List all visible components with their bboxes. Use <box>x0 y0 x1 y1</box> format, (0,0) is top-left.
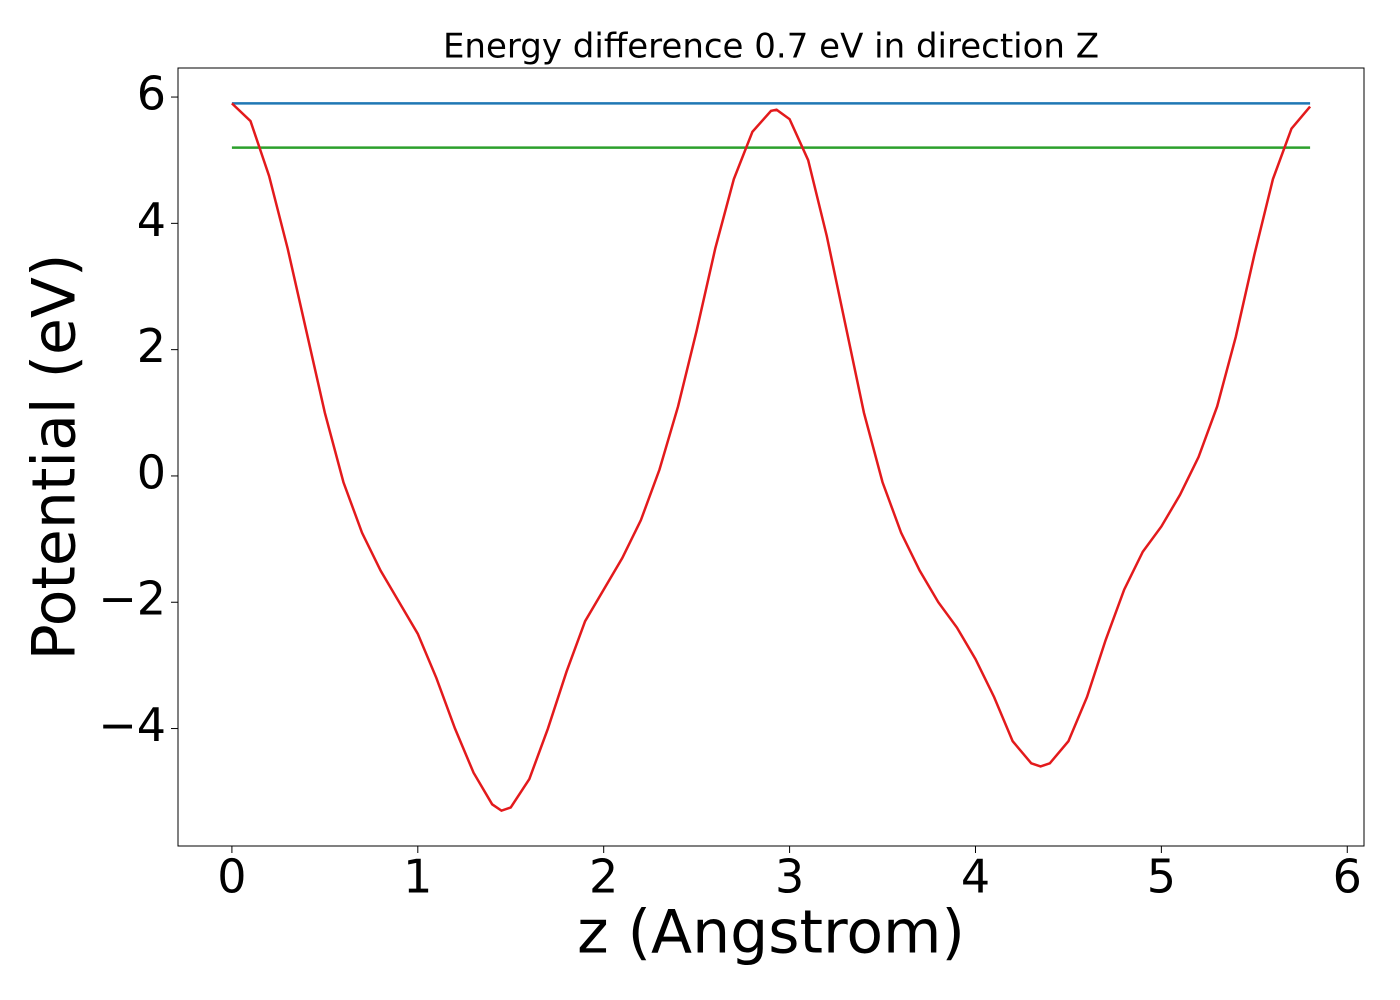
y-tick-label: 4 <box>137 193 166 247</box>
x-axis-label: z (Angstrom) <box>577 898 965 968</box>
plot-frame <box>177 67 1365 847</box>
x-tick-label: 3 <box>775 850 804 904</box>
y-tick-label: −4 <box>98 698 166 752</box>
y-tick-label: 2 <box>137 319 166 373</box>
y-tick-label: 6 <box>137 67 166 121</box>
x-tick-label: 5 <box>1147 850 1176 904</box>
x-tick-label: 1 <box>403 850 432 904</box>
x-tick-label: 2 <box>589 850 618 904</box>
x-tick-label: 4 <box>961 850 990 904</box>
y-axis-label: Potential (eV) <box>20 254 90 661</box>
chart-title: Energy difference 0.7 eV in direction Z <box>443 27 1099 67</box>
y-tick-label: −2 <box>98 572 166 626</box>
x-tick-label: 6 <box>1333 850 1362 904</box>
line-series <box>231 102 1312 813</box>
x-tick-label: 0 <box>217 850 246 904</box>
y-tick-label: 0 <box>137 445 166 499</box>
